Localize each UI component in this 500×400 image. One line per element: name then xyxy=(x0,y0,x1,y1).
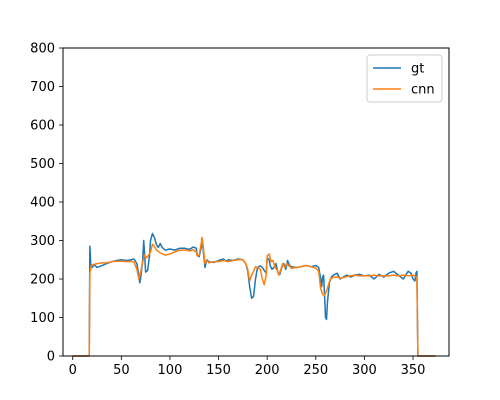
x-tick-label: 0 xyxy=(69,363,77,378)
x-tick-label: 300 xyxy=(352,363,377,378)
series-layer xyxy=(72,232,436,357)
x-tick-label: 50 xyxy=(113,363,130,378)
y-tick-label: 100 xyxy=(30,311,55,326)
y-tick-label: 400 xyxy=(30,196,55,211)
y-axis-ticks: 0 100 200 300 400 500 600 700 800 xyxy=(30,42,63,365)
y-tick-label: 300 xyxy=(30,234,55,249)
x-tick-label: 150 xyxy=(206,363,231,378)
y-tick-label: 0 xyxy=(47,350,55,365)
x-tick-label: 200 xyxy=(255,363,280,378)
legend-frame xyxy=(366,54,443,103)
legend: gt cnn xyxy=(366,54,443,103)
x-axis-ticks: 0 50 100 150 200 250 300 350 xyxy=(69,356,426,378)
legend-label-cnn: cnn xyxy=(411,83,435,98)
x-tick-label: 350 xyxy=(401,363,426,378)
series-line-gt xyxy=(72,232,436,357)
y-tick-label: 200 xyxy=(30,273,55,288)
y-tick-label: 800 xyxy=(30,42,55,57)
x-tick-label: 250 xyxy=(303,363,328,378)
y-tick-label: 500 xyxy=(30,157,55,172)
y-tick-label: 600 xyxy=(30,119,55,134)
legend-label-gt: gt xyxy=(411,62,424,77)
x-tick-label: 100 xyxy=(158,363,183,378)
y-tick-label: 700 xyxy=(30,80,55,95)
series-line-cnn xyxy=(72,236,436,357)
